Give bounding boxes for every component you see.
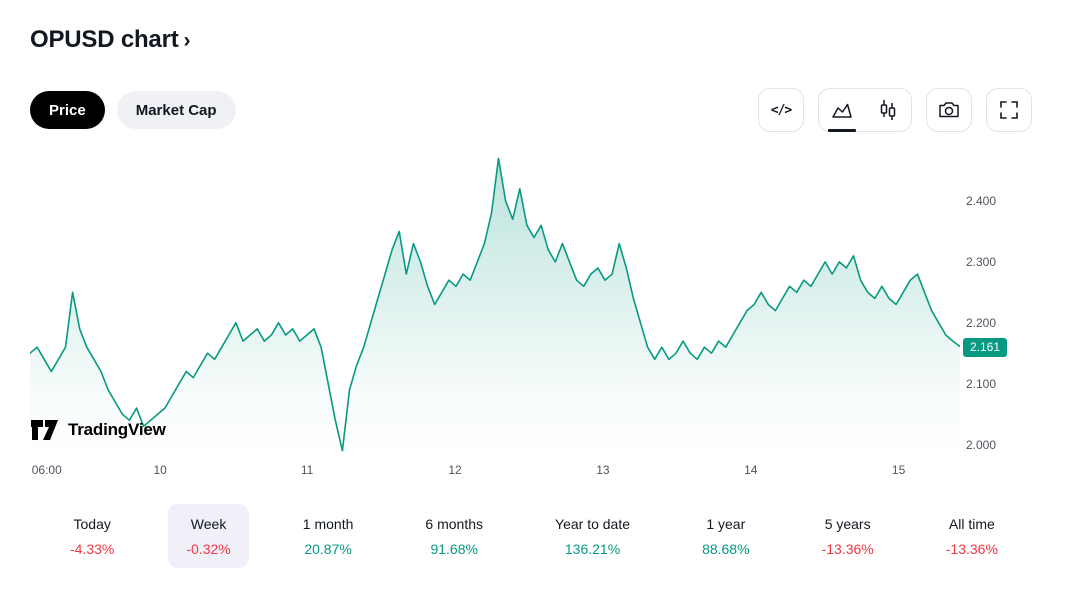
period-1-year[interactable]: 1 year 88.68% xyxy=(684,504,767,568)
tradingview-wordmark: TradingView xyxy=(68,420,166,439)
period-week[interactable]: Week -0.32% xyxy=(168,504,249,568)
y-axis-label: 2.000 xyxy=(966,437,997,452)
fullscreen-icon xyxy=(1000,101,1018,119)
periods-row: Today -4.33% Week -0.32% 1 month 20.87% … xyxy=(0,504,1068,568)
period-label: 1 month xyxy=(302,516,354,532)
period-all-time[interactable]: All time -13.36% xyxy=(928,504,1016,568)
mode-toggle: Price Market Cap xyxy=(30,91,236,129)
x-axis-label: 10 xyxy=(153,463,167,477)
candles-chart-button[interactable] xyxy=(865,89,911,131)
period-label: Week xyxy=(190,516,227,532)
period-year-to-date[interactable]: Year to date 136.21% xyxy=(537,504,648,568)
price-area-chart[interactable] xyxy=(30,148,960,458)
x-axis-label: 13 xyxy=(596,463,610,477)
code-icon: </> xyxy=(770,102,793,118)
period-label: 5 years xyxy=(824,516,871,532)
period-label: All time xyxy=(948,516,995,532)
period-today[interactable]: Today -4.33% xyxy=(52,504,132,568)
period-label: 6 months xyxy=(425,516,483,532)
period-value: 136.21% xyxy=(564,541,621,557)
x-axis-label: 11 xyxy=(300,463,314,477)
period-6-months[interactable]: 6 months 91.68% xyxy=(407,504,501,568)
area-chart-icon xyxy=(832,103,852,118)
candles-icon xyxy=(880,100,896,120)
period-1-month[interactable]: 1 month 20.87% xyxy=(285,504,372,568)
period-label: 1 year xyxy=(706,516,746,532)
period-value: 91.68% xyxy=(430,541,478,557)
chart-area: 2.400 2.300 2.200 2.100 2.000 06:00 10 11 12 13 1… xyxy=(0,148,1068,480)
period-value: -13.36% xyxy=(821,541,874,557)
page-title-text: OPUSD chart xyxy=(30,26,179,53)
chevron-right-icon[interactable]: › xyxy=(183,29,191,52)
widget-header: OPUSD chart › xyxy=(0,0,1068,54)
x-axis-label: 06:00 xyxy=(31,463,62,477)
tradingview-attribution[interactable]: TradingView xyxy=(30,418,166,442)
y-axis-label: 2.200 xyxy=(966,315,997,330)
tab-market-cap[interactable]: Market Cap xyxy=(116,91,236,129)
tab-price[interactable]: Price xyxy=(30,91,105,129)
area-chart-button[interactable] xyxy=(819,89,865,132)
y-axis-label: 2.400 xyxy=(966,193,997,208)
period-value: 20.87% xyxy=(304,541,352,557)
tradingview-logo-icon xyxy=(31,420,58,440)
x-axis-label: 14 xyxy=(744,463,758,477)
period-value: -0.32% xyxy=(186,541,231,557)
fullscreen-button[interactable] xyxy=(986,88,1032,132)
period-value: 88.68% xyxy=(702,541,750,557)
period-label: Today xyxy=(73,516,111,532)
y-axis-label: 2.300 xyxy=(966,254,997,269)
code-embed-button[interactable]: </> xyxy=(758,88,804,132)
controls-row: Price Market Cap </> xyxy=(0,88,1068,132)
camera-icon xyxy=(939,102,959,118)
page-title: OPUSD chart › xyxy=(30,26,1032,54)
chart-toolbar: </> xyxy=(758,88,1032,132)
snapshot-button[interactable] xyxy=(926,88,972,132)
period-value: -4.33% xyxy=(70,541,115,557)
x-axis-label: 15 xyxy=(891,463,906,477)
period-label: Year to date xyxy=(555,516,631,532)
y-axis-label: 2.100 xyxy=(966,376,997,391)
x-axis-label: 12 xyxy=(448,463,462,477)
last-price-badge: 2.161 xyxy=(963,337,1008,357)
period-5-years[interactable]: 5 years -13.36% xyxy=(804,504,892,568)
chart-type-group xyxy=(818,88,912,132)
period-value: -13.36% xyxy=(945,541,998,557)
